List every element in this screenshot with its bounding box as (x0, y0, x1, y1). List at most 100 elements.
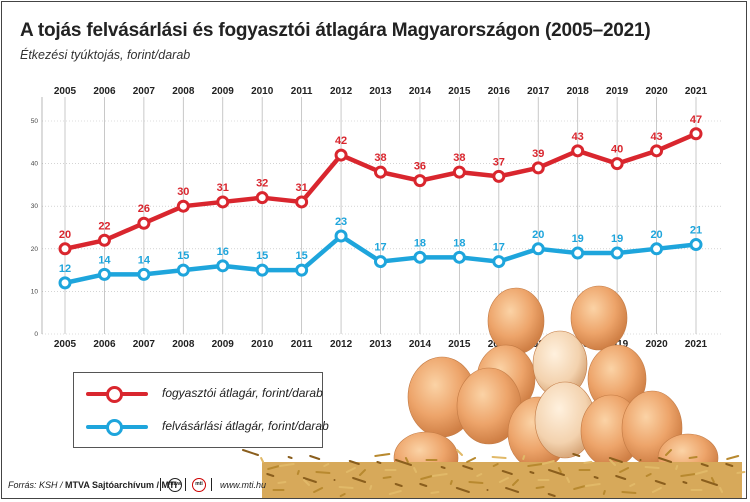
egg-shape (570, 285, 628, 351)
straw-stroke (654, 480, 666, 485)
straw-stroke (548, 469, 565, 476)
straw-stroke (278, 463, 295, 467)
data-label-purchase: 12 (59, 263, 71, 275)
data-point-purchase (295, 263, 309, 277)
data-point-purchase (97, 267, 111, 281)
footer: Forrás: KSH / MTVA Sajtóarchívum / MTI (8, 480, 177, 490)
legend-item-purchase: felvásárlási átlagár, forint/darab (74, 416, 329, 438)
straw-stroke (688, 456, 698, 459)
straw-stroke (680, 473, 697, 477)
data-point-consumer (334, 148, 348, 162)
straw-stroke (621, 491, 637, 494)
data-point-consumer (176, 199, 190, 213)
data-point-purchase (492, 255, 506, 269)
straw-stroke (348, 460, 360, 465)
straw-stroke (369, 485, 373, 490)
straw-stroke (725, 463, 734, 467)
data-point-purchase (216, 259, 230, 273)
straw-stroke (529, 471, 535, 474)
data-point-purchase (610, 246, 624, 260)
legend-swatch-purchase-marker (106, 419, 123, 436)
straw-stroke (736, 471, 746, 474)
straw-stroke (615, 475, 627, 480)
data-point-purchase (176, 263, 190, 277)
straw-stroke (394, 483, 403, 487)
straw-stroke (710, 477, 715, 483)
x-tick-label-top: 2012 (330, 86, 353, 97)
straw-stroke (644, 466, 660, 469)
data-point-purchase (413, 250, 427, 264)
eggs-illustration (242, 285, 746, 498)
straw-stroke (682, 481, 688, 484)
data-label-purchase: 16 (217, 246, 229, 258)
straw-stroke (431, 473, 448, 477)
data-label-purchase: 15 (296, 250, 308, 262)
data-label-consumer: 43 (650, 131, 662, 143)
straw-stroke (501, 470, 513, 475)
x-tick-label-top: 2006 (93, 86, 116, 97)
straw-stroke (296, 470, 300, 475)
x-tick-label-top: 2017 (527, 86, 550, 97)
straw-stroke (359, 469, 366, 476)
straw-stroke (498, 477, 509, 483)
data-label-consumer: 39 (532, 148, 544, 160)
straw-stroke (492, 463, 499, 467)
straw-stroke (522, 455, 526, 460)
data-point-consumer (492, 169, 506, 183)
straw-stroke (476, 473, 483, 477)
footer-url: www.mti.hu (220, 480, 267, 490)
straw-stroke (512, 479, 519, 486)
straw-stroke (287, 456, 293, 459)
data-point-purchase (58, 276, 72, 290)
x-tick-label-bottom: 2014 (409, 339, 432, 350)
x-tick-label-top: 2015 (448, 86, 471, 97)
data-point-consumer (255, 191, 269, 205)
data-point-consumer (58, 242, 72, 256)
legend: fogyasztói átlagár, forint/darab felvásá… (73, 372, 329, 448)
x-tick-label-top: 2010 (251, 86, 274, 97)
straw-stroke (665, 449, 672, 456)
straw-stroke (345, 467, 356, 473)
x-tick-label-top: 2016 (488, 86, 511, 97)
straw-stroke (527, 463, 544, 467)
data-point-consumer (374, 165, 387, 179)
x-tick-label-top: 2019 (606, 86, 629, 97)
y-tick-label: 20 (31, 246, 39, 253)
straw-stroke (388, 490, 402, 495)
straw-stroke (701, 479, 718, 486)
y-tick-label: 40 (31, 161, 39, 168)
straw-stroke (302, 477, 317, 483)
data-label-consumer: 47 (690, 114, 702, 126)
x-tick-label-top: 2021 (685, 86, 708, 97)
x-tick-label-top: 2018 (567, 86, 590, 97)
data-point-consumer (531, 161, 545, 175)
legend-item-consumer: fogyasztói átlagár, forint/darab (74, 383, 324, 405)
data-label-consumer: 20 (59, 229, 71, 241)
footer-url-wrap: www.mti.hu (220, 480, 266, 490)
x-tick-label-top: 2020 (645, 86, 668, 97)
straw-stroke (541, 460, 555, 465)
straw-stroke (395, 459, 412, 466)
y-tick-label: 0 (34, 331, 38, 338)
straw-stroke (313, 487, 324, 493)
data-label-consumer: 31 (296, 182, 308, 194)
data-point-purchase (689, 238, 703, 252)
data-label-purchase: 19 (572, 233, 584, 245)
straw-nest (242, 449, 746, 498)
x-tick-label-bottom: 2008 (172, 339, 195, 350)
straw-stroke (658, 457, 673, 463)
data-label-purchase: 20 (532, 229, 544, 241)
straw-stroke (456, 449, 463, 456)
data-label-consumer: 32 (256, 178, 268, 190)
x-tick-label-bottom: 2013 (369, 339, 392, 350)
data-label-purchase: 19 (611, 233, 623, 245)
data-label-purchase: 20 (650, 229, 662, 241)
data-label-consumer: 31 (217, 182, 229, 194)
x-tick-label-top: 2008 (172, 86, 195, 97)
data-label-purchase: 18 (414, 237, 426, 249)
footer-divider (160, 478, 161, 491)
data-label-purchase: 23 (335, 216, 347, 228)
straw-stroke (608, 457, 623, 463)
x-tick-label-bottom: 2020 (645, 339, 668, 350)
data-label-consumer: 26 (138, 203, 150, 215)
